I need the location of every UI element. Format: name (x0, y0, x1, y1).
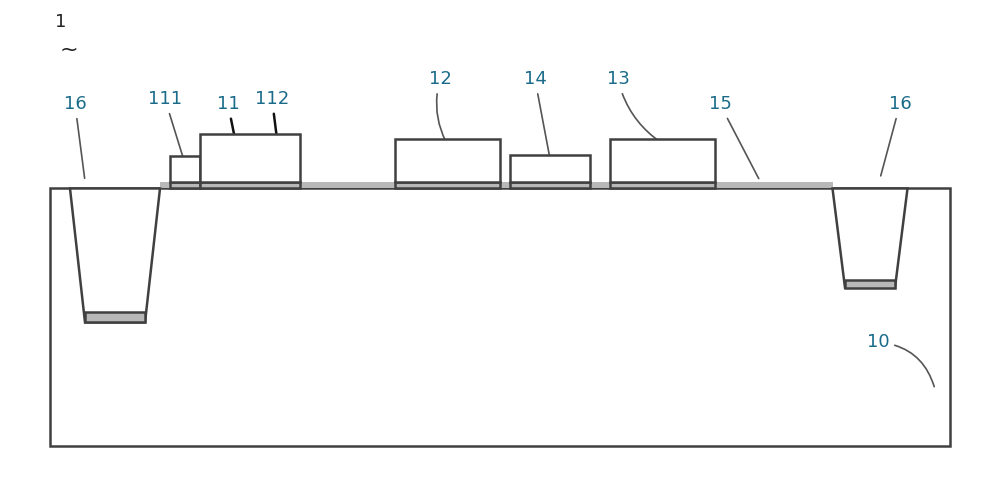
Bar (500, 182, 510, 188)
Text: 15: 15 (709, 95, 759, 179)
Bar (395, 139, 500, 182)
Bar (510, 182, 590, 188)
Bar (200, 182, 300, 188)
Text: 16: 16 (64, 95, 86, 178)
Bar (590, 182, 610, 188)
Text: 11: 11 (217, 95, 241, 158)
Bar (715, 182, 832, 188)
Polygon shape (70, 188, 160, 322)
Bar (610, 139, 715, 182)
Text: 13: 13 (607, 70, 661, 142)
Text: 1: 1 (55, 13, 66, 31)
Bar (50, 188, 950, 446)
Text: 12: 12 (429, 70, 451, 141)
Text: 14: 14 (524, 70, 549, 156)
Text: 112: 112 (255, 90, 289, 173)
Bar (395, 182, 500, 188)
Bar (510, 155, 590, 182)
Polygon shape (85, 311, 145, 322)
Polygon shape (845, 280, 895, 288)
Polygon shape (832, 188, 908, 288)
Text: 111: 111 (148, 90, 184, 161)
Bar (610, 182, 715, 188)
Bar (170, 182, 200, 188)
Bar (300, 182, 395, 188)
Text: ~: ~ (60, 40, 79, 60)
Bar (200, 134, 300, 182)
Text: 10: 10 (867, 333, 934, 387)
Bar (170, 156, 200, 182)
Text: 16: 16 (881, 95, 911, 176)
Bar (160, 182, 170, 188)
